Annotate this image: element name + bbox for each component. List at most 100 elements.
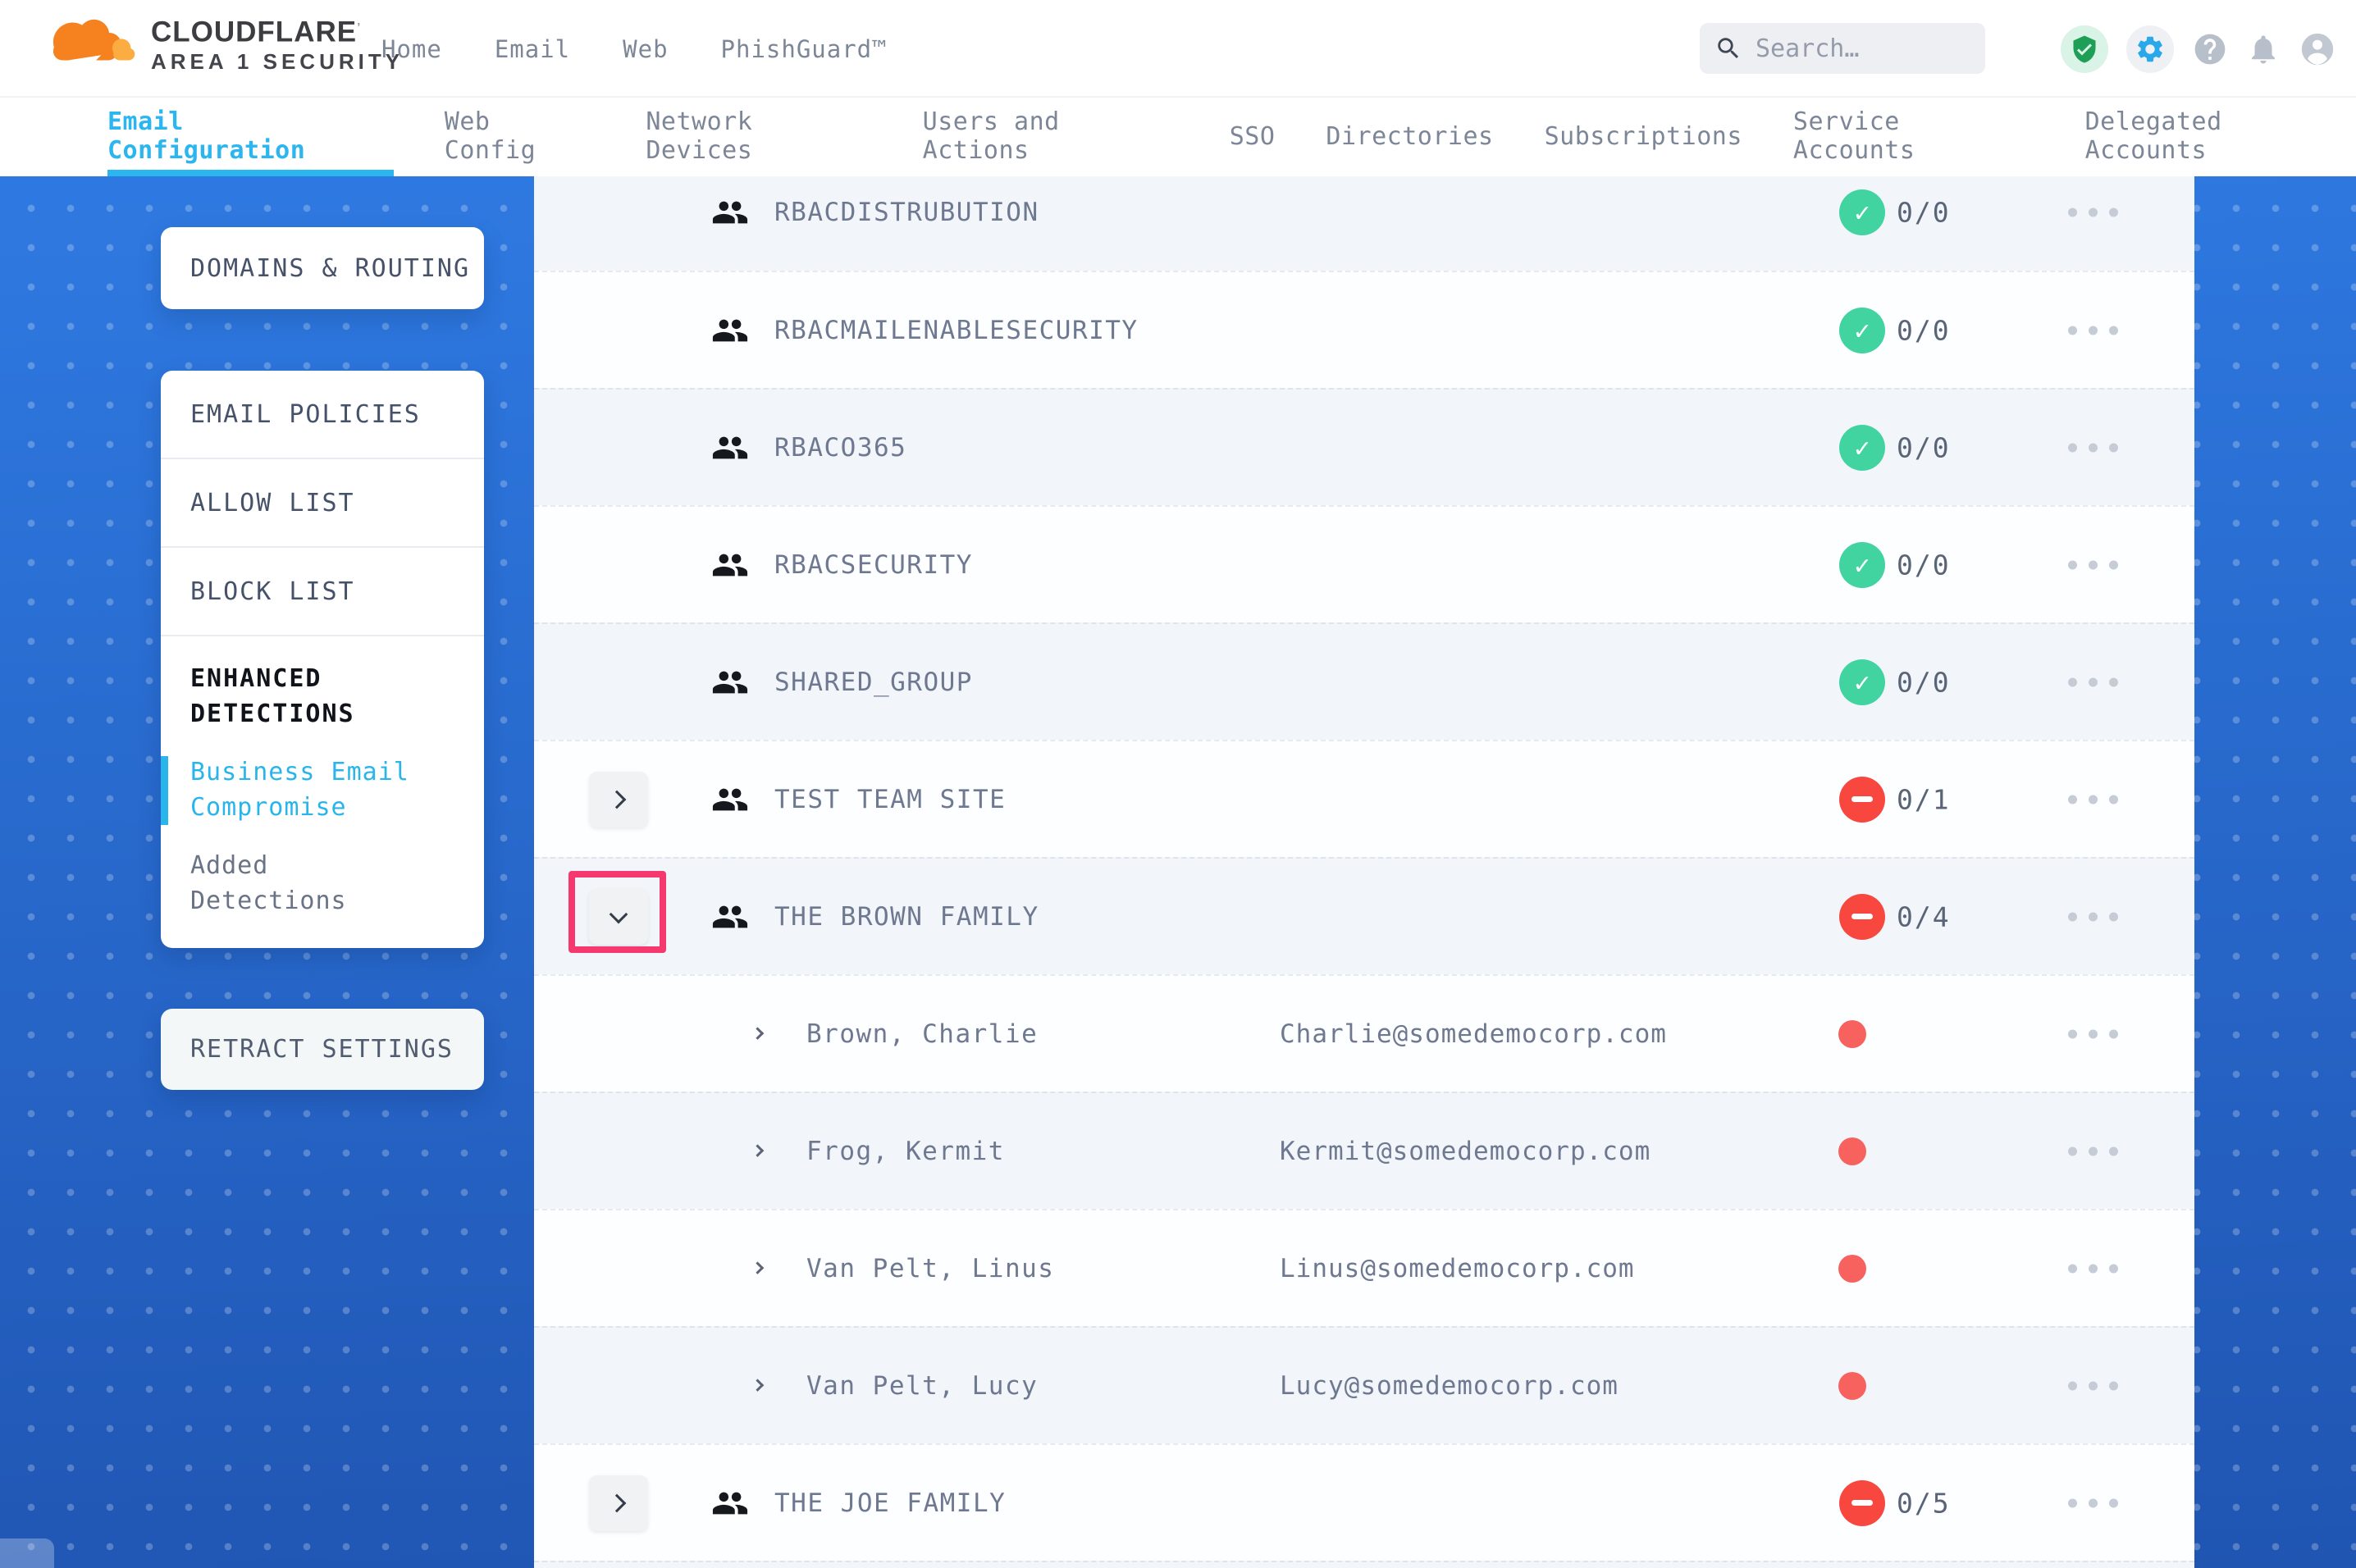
top-header: CLOUDFLARE’ AREA 1 SECURITY Home Email W… — [0, 0, 2356, 98]
status-badge-blocked — [1839, 1479, 1885, 1526]
sidebar-item-business-email-compromise[interactable]: Business Email Compromise — [161, 754, 459, 825]
nav-item-home[interactable]: Home — [381, 34, 442, 63]
minus-icon — [1851, 1500, 1873, 1506]
group-row[interactable]: THE JOE FAMILY 0/5 — [534, 1443, 2194, 1561]
sidebar-item-domains-routing[interactable]: DOMAINS & ROUTING — [161, 227, 484, 309]
chevron-right-icon — [751, 1026, 765, 1040]
nav-item-phishguard[interactable]: PhishGuard™ — [720, 34, 888, 63]
member-email: Lucy@somedemocorp.com — [1280, 1370, 1619, 1401]
tab-subscriptions[interactable]: Subscriptions — [1544, 121, 1742, 151]
group-icon — [711, 546, 749, 584]
sidebar-item-block-list[interactable]: BLOCK LIST — [161, 548, 484, 636]
row-menu-button[interactable] — [2065, 1373, 2121, 1398]
check-icon: ✓ — [1854, 666, 1870, 698]
bec-label: Business Email Compromise — [190, 758, 409, 822]
row-menu-button[interactable] — [2065, 552, 2121, 577]
member-count: 0/5 — [1897, 1487, 1951, 1519]
sidebar-item-allow-list[interactable]: ALLOW LIST — [161, 459, 484, 548]
collapse-button[interactable] — [589, 888, 648, 945]
row-menu-button[interactable] — [2065, 904, 2121, 929]
group-row[interactable]: RBACO365 ✓ 0/0 — [534, 388, 2194, 505]
member-email: Linus@somedemocorp.com — [1280, 1253, 1635, 1283]
check-icon: ✓ — [1854, 196, 1870, 228]
status-badge-ok: ✓ — [1839, 659, 1885, 705]
group-name: RBACSECURITY — [774, 549, 973, 580]
status-badge-ok: ✓ — [1839, 307, 1885, 353]
search-icon — [1718, 38, 1739, 59]
member-email: Kermit@somedemocorp.com — [1280, 1136, 1651, 1166]
tab-sso[interactable]: SSO — [1229, 121, 1276, 151]
member-count: 0/0 — [1897, 314, 1951, 346]
group-row[interactable]: THE BROWN FAMILY 0/4 — [534, 857, 2194, 974]
member-row[interactable]: Van Pelt, Lucy Lucy@somedemocorp.com — [534, 1326, 2194, 1443]
group-icon — [711, 194, 749, 231]
group-name: SHARED_GROUP — [774, 667, 973, 697]
expand-button[interactable] — [589, 1475, 648, 1531]
expand-button[interactable] — [589, 771, 648, 827]
primary-nav: Home Email Web PhishGuard™ — [381, 0, 888, 98]
row-menu-button[interactable] — [2065, 1490, 2121, 1516]
row-menu-button[interactable] — [2065, 1021, 2121, 1046]
nav-item-email[interactable]: Email — [494, 34, 571, 63]
search-input[interactable] — [1756, 34, 1970, 63]
member-row[interactable]: Frog, Kermit Kermit@somedemocorp.com — [534, 1092, 2194, 1209]
tab-delegated-accounts[interactable]: Delegated Accounts — [2084, 107, 2222, 165]
row-menu-button[interactable] — [2065, 1256, 2121, 1281]
sidebar-item-retract-settings[interactable]: RETRACT SETTINGS — [161, 1009, 484, 1090]
tab-email-configuration[interactable]: Email Configuration — [107, 98, 394, 176]
group-row[interactable]: RBACMAILENABLESECURITY ✓ 0/0 — [534, 271, 2194, 388]
row-menu-button[interactable] — [2065, 435, 2121, 460]
member-row[interactable]: Van Pelt, Linus Linus@somedemocorp.com — [534, 1209, 2194, 1326]
group-row[interactable]: RBACDISTRUBUTION ✓ 0/0 — [534, 176, 2194, 271]
enhanced-detections-title[interactable]: ENHANCED DETECTIONS — [190, 664, 355, 728]
group-row[interactable]: SHARED_GROUP ✓ 0/0 — [534, 622, 2194, 740]
tab-users-and-actions[interactable]: Users and Actions — [922, 107, 1060, 165]
group-name: RBACO365 — [774, 432, 907, 463]
row-menu-button[interactable] — [2065, 669, 2121, 695]
group-row[interactable]: RBACSECURITY ✓ 0/0 — [534, 505, 2194, 622]
group-icon — [711, 312, 749, 349]
row-menu-button[interactable] — [2065, 1138, 2121, 1164]
shield-ring — [2061, 25, 2108, 73]
sidebar-item-email-policies[interactable]: EMAIL POLICIES — [161, 371, 484, 459]
row-menu-button[interactable] — [2065, 786, 2121, 812]
tab-web-config[interactable]: Web Config — [444, 107, 536, 165]
status-dot-alert — [1838, 1019, 1866, 1048]
directory-panel: RBACDISTRUBUTION ✓ 0/0 RBACMAILENABLESECURI… — [534, 176, 2194, 1568]
shield-check-icon[interactable] — [2061, 25, 2108, 73]
chevron-right-icon — [607, 1493, 627, 1512]
help-icon[interactable] — [2192, 31, 2228, 67]
member-name: Van Pelt, Linus — [806, 1253, 1055, 1283]
tab-network-devices[interactable]: Network Devices — [646, 107, 753, 165]
nav-item-web[interactable]: Web — [623, 34, 669, 63]
status-badge-ok: ✓ — [1839, 541, 1885, 588]
bell-icon[interactable] — [2246, 32, 2281, 66]
sidebar-policies-card: EMAIL POLICIES ALLOW LIST BLOCK LIST ENH… — [161, 371, 484, 948]
scroll-indicator[interactable] — [0, 1538, 54, 1568]
tab-service-accounts[interactable]: Service Accounts — [1792, 107, 1915, 165]
group-icon — [711, 781, 749, 818]
group-icon — [711, 429, 749, 467]
group-name: THE BROWN FAMILY — [774, 901, 1039, 932]
gear-icon[interactable] — [2126, 25, 2174, 73]
sidebar-enhanced-detections-group: ENHANCED DETECTIONS Business Email Compr… — [161, 636, 484, 918]
sidebar-item-added-detections[interactable]: Added Detections — [190, 848, 459, 918]
member-name: Frog, Kermit — [806, 1136, 1005, 1166]
chevron-right-icon — [607, 790, 627, 809]
member-count: 0/0 — [1897, 549, 1951, 581]
partial-row — [534, 1561, 2194, 1568]
account-icon[interactable] — [2299, 30, 2336, 68]
status-dot-alert — [1838, 1254, 1866, 1283]
status-badge-ok: ✓ — [1839, 424, 1885, 471]
group-row[interactable]: TEST TEAM SITE 0/1 — [534, 740, 2194, 857]
row-menu-button[interactable] — [2065, 317, 2121, 343]
member-row[interactable]: Brown, Charlie Charlie@somedemocorp.com — [534, 974, 2194, 1092]
search-box[interactable] — [1700, 23, 1985, 74]
member-count: 0/0 — [1897, 666, 1951, 698]
group-name: RBACDISTRUBUTION — [774, 197, 1039, 227]
row-menu-button[interactable] — [2065, 199, 2121, 225]
member-count: 0/0 — [1897, 431, 1951, 463]
chevron-right-icon — [751, 1260, 765, 1274]
tab-directories[interactable]: Directories — [1326, 121, 1494, 151]
